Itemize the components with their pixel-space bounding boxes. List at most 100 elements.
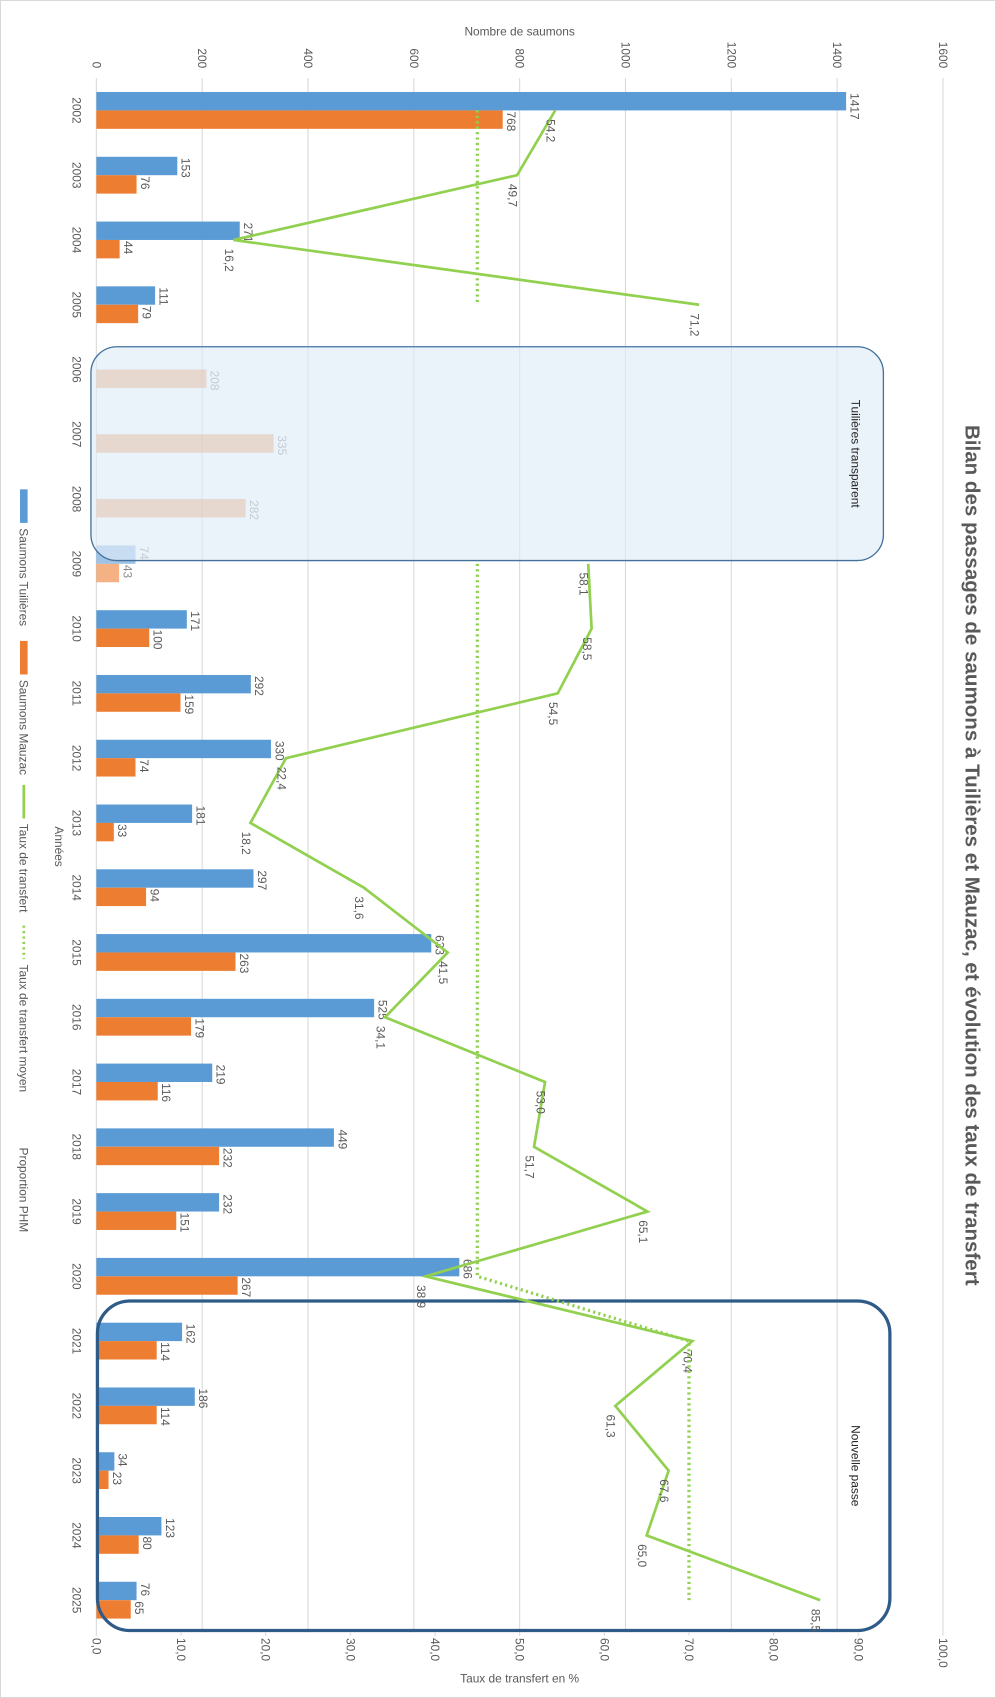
line-value-label: 31,6: [352, 896, 366, 920]
y2-tick-label: 0,0: [89, 1638, 103, 1655]
bar: [96, 610, 187, 629]
bar-value-label: 123: [163, 1518, 177, 1538]
bar: [96, 1063, 213, 1083]
bar: [96, 1535, 139, 1554]
x-tick-label: 2003: [70, 162, 84, 189]
y2-tick-label: 40,0: [428, 1638, 442, 1662]
y2-tick-label: 70,0: [682, 1638, 696, 1662]
y2-tick-label: 30,0: [343, 1638, 357, 1662]
bar-value-label: 76: [138, 1583, 152, 1597]
bar-value-label: 297: [255, 870, 269, 890]
bar: [96, 1341, 157, 1360]
x-tick-label: 2021: [70, 1328, 84, 1355]
x-tick-label: 2002: [70, 97, 84, 124]
x-tick-label: 2009: [70, 551, 84, 578]
bar-value-label: 80: [140, 1536, 154, 1550]
x-tick-label: 2008: [70, 486, 84, 513]
line-value-label: 67,6: [657, 1479, 671, 1503]
x-tick-label: 2012: [70, 745, 84, 772]
bar-value-label: 94: [147, 889, 161, 903]
x-axis-title: Années: [52, 826, 66, 866]
line-value-label: 54,5: [546, 702, 560, 726]
line-value-label: 65,1: [636, 1220, 650, 1244]
x-tick-label: 2018: [70, 1134, 84, 1161]
y2-tick-label: 60,0: [597, 1638, 611, 1662]
bar: [96, 1470, 109, 1490]
x-tick-label: 2013: [70, 810, 84, 837]
bar: [96, 1322, 183, 1342]
bar: [96, 869, 254, 888]
bar: [96, 739, 271, 759]
bar-value-label: 116: [159, 1083, 173, 1102]
bar-value-label: 111: [156, 287, 170, 305]
x-tick-label: 2007: [70, 421, 84, 448]
bar-value-label: 76: [138, 176, 152, 190]
bar: [96, 92, 847, 111]
bar-value-label: 1417: [847, 93, 861, 120]
bar-value-label: 114: [158, 1407, 172, 1426]
bar: [96, 1211, 177, 1230]
y-tick-label: 200: [195, 48, 209, 68]
bar: [96, 1257, 460, 1277]
line-value-label: 34,1: [373, 1026, 387, 1050]
y-tick-label: 600: [407, 48, 421, 68]
bar-value-label: 768: [504, 112, 518, 132]
bar-value-label: 44: [121, 241, 135, 255]
bar: [96, 239, 120, 259]
bar-value-label: 219: [214, 1065, 228, 1085]
y2-tick-label: 100,0: [936, 1638, 950, 1668]
legend-label: Saumons Tuilières: [16, 528, 30, 626]
annotation-box: [95, 1299, 892, 1633]
legend-label: Proportion PHM: [16, 1148, 30, 1233]
bar: [96, 1405, 157, 1425]
bar-value-label: 330: [272, 741, 286, 761]
x-tick-label: 2005: [70, 292, 84, 319]
x-tick-label: 2010: [70, 615, 84, 642]
bar-value-label: 159: [182, 694, 196, 714]
x-tick-label: 2014: [70, 874, 84, 901]
bar: [96, 563, 120, 583]
legend-label: Taux de transfert: [16, 824, 30, 913]
x-tick-label: 2011: [70, 681, 84, 707]
line-value-label: 61,3: [604, 1415, 618, 1439]
bar: [96, 1387, 195, 1406]
line-value-label: 22,4: [274, 767, 288, 791]
line-value-label: 54,2: [544, 119, 558, 143]
bar: [96, 304, 139, 324]
bar-value-label: 23: [110, 1472, 124, 1486]
bar: [96, 286, 156, 305]
bar-value-label: 162: [183, 1324, 197, 1344]
y2-axis-title: Taux de transfert en %: [460, 1671, 579, 1685]
bar-value-label: 151: [178, 1213, 192, 1233]
bar-value-label: 271: [241, 223, 255, 243]
x-tick-label: 2006: [70, 356, 84, 383]
line-value-label: 71,2: [687, 313, 701, 337]
bar: [96, 693, 181, 712]
x-tick-label: 2020: [70, 1263, 84, 1290]
line-value-label: 53,0: [533, 1091, 547, 1115]
x-tick-label: 2025: [70, 1587, 84, 1614]
bar: [96, 674, 251, 694]
y2-tick-label: 20,0: [259, 1638, 273, 1662]
line-value-label: 38,9: [414, 1285, 428, 1309]
plot-group: Nombre de saumons Taux de transfert en %…: [16, 25, 983, 1686]
x-tick-label: 2015: [70, 939, 84, 966]
bar-value-label: 449: [335, 1129, 349, 1149]
x-tick-label: 2004: [70, 227, 84, 254]
line-value-label: 58,1: [577, 572, 591, 596]
x-tick-label: 2023: [70, 1457, 84, 1484]
rate-line: [233, 109, 821, 1602]
legend-label: Saumons Mauzac: [16, 680, 30, 775]
bar-value-label: 171: [188, 611, 202, 631]
annotation-label: Nouvelle passe: [848, 1425, 862, 1507]
annotation-box: [90, 346, 885, 562]
bar: [96, 998, 375, 1018]
bar: [96, 1517, 162, 1536]
bar-value-label: 179: [192, 1018, 206, 1038]
y-tick-label: 0: [89, 62, 103, 69]
bar-value-label: 263: [237, 954, 251, 974]
x-tick-label: 2024: [70, 1522, 84, 1549]
y-tick-label: 1000: [618, 42, 632, 69]
